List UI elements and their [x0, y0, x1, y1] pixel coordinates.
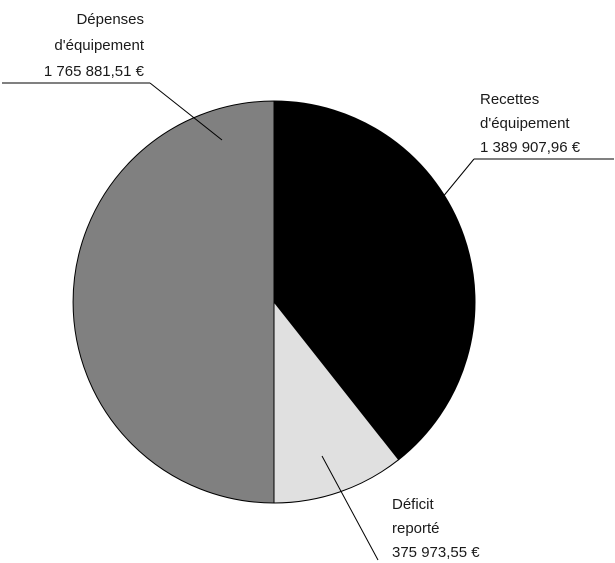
- depenses-leader-line: [149, 82, 223, 141]
- depenses-value-label: 1 765 881,51 €: [44, 63, 145, 80]
- label-depenses-equipement: Dépenses d'équipement 1 765 881,51 €: [2, 11, 223, 141]
- slices-layer: [72, 100, 476, 504]
- recettes-value-label: 1 389 907,96 €: [480, 139, 581, 156]
- recettes-leader-line: [404, 158, 475, 244]
- slice-deficit-reporte: [273, 300, 400, 504]
- recettes-label-line-1: Recettes: [480, 91, 539, 108]
- deficit-label-line-1: Déficit: [392, 496, 435, 513]
- depenses-label-line-1: Dépenses: [76, 11, 144, 28]
- slice-depenses-equipement: [72, 100, 275, 504]
- slice-recettes-equipement: [273, 100, 476, 461]
- depenses-label-line-2: d'équipement: [54, 37, 144, 54]
- deficit-label-line-2: reporté: [392, 520, 440, 537]
- label-deficit-reporte: Déficit reporté 375 973,55 €: [321, 455, 480, 561]
- deficit-leader-line: [321, 455, 379, 561]
- label-recettes-equipement: Recettes d'équipement 1 389 907,96 €: [404, 91, 614, 244]
- recettes-label-line-2: d'équipement: [480, 115, 570, 132]
- deficit-value-label: 375 973,55 €: [392, 544, 480, 561]
- labels-layer: Dépenses d'équipement 1 765 881,51 € Rec…: [2, 11, 614, 561]
